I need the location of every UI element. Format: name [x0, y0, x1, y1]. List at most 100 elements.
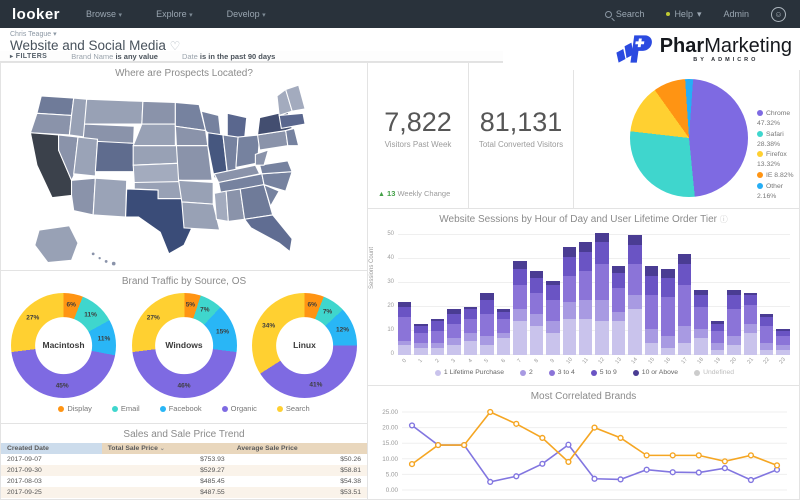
bar-segment[interactable]: [513, 268, 527, 286]
filter-brand-name[interactable]: Brand Name is any value: [71, 51, 158, 61]
bar-segment[interactable]: [677, 263, 692, 286]
legend-item-organic[interactable]: Organic: [221, 404, 257, 413]
legend-item-5-to-9[interactable]: 5 to 9: [590, 369, 617, 376]
data-point[interactable]: [617, 434, 624, 441]
bar-hour-22[interactable]: [759, 314, 774, 355]
bar-segment[interactable]: [611, 273, 626, 288]
bar-segment[interactable]: [644, 328, 659, 343]
state-CO[interactable]: [94, 140, 140, 173]
bar-segment[interactable]: [496, 333, 511, 339]
bar-segment[interactable]: [578, 299, 593, 319]
data-point[interactable]: [643, 452, 650, 459]
legend-item-chrome[interactable]: Chrome 47.32%: [757, 110, 791, 127]
legend-item-safari[interactable]: Safari 28.38%: [757, 130, 784, 148]
nav-menu-browse[interactable]: Browse ▾: [86, 9, 123, 19]
bar-segment[interactable]: [710, 331, 725, 344]
data-point[interactable]: [565, 458, 572, 466]
data-point[interactable]: [513, 473, 520, 480]
bar-segment[interactable]: [463, 333, 478, 341]
bar-segment[interactable]: [595, 232, 609, 243]
bar-segment[interactable]: [463, 307, 478, 310]
bar-segment[interactable]: [447, 314, 461, 324]
bar-hour-8[interactable]: [529, 271, 544, 355]
legend-item-2[interactable]: 2: [519, 369, 533, 376]
table-cell[interactable]: $54.38: [340, 478, 361, 485]
bar-segment[interactable]: [644, 343, 659, 355]
bar-segment[interactable]: [430, 321, 445, 332]
bar-segment[interactable]: [546, 333, 560, 355]
bar-segment[interactable]: [743, 323, 757, 334]
table-cell[interactable]: 2017-09-25: [1, 487, 102, 498]
column-header-average-sale-price[interactable]: Average Sale Price: [230, 443, 367, 454]
legend-item-email[interactable]: Email: [111, 404, 140, 413]
state-VA[interactable]: [259, 160, 293, 175]
bar-hour-14[interactable]: [628, 235, 642, 355]
bar-segment[interactable]: [447, 338, 461, 346]
bar-segment[interactable]: [430, 319, 445, 322]
bar-hour-13[interactable]: [611, 266, 626, 355]
state-WV[interactable]: [254, 149, 270, 166]
bar-segment[interactable]: [463, 340, 478, 355]
legend-item-1-lifetime-purchase[interactable]: 1 Lifetime Purchase: [434, 369, 504, 376]
bar-segment[interactable]: [759, 350, 774, 355]
bar-hour-10[interactable]: [562, 247, 576, 355]
data-point[interactable]: [643, 466, 650, 473]
bar-hour-21[interactable]: [743, 292, 757, 355]
bar-segment[interactable]: [513, 285, 527, 310]
bar-segment[interactable]: [644, 275, 659, 296]
bar-segment[interactable]: [677, 326, 692, 343]
bar-hour-16[interactable]: [661, 268, 675, 355]
bar-segment[interactable]: [776, 335, 790, 346]
admin-link[interactable]: Admin: [723, 9, 749, 19]
state-UT[interactable]: [73, 136, 99, 177]
bar-segment[interactable]: [578, 251, 593, 272]
bar-segment[interactable]: [447, 323, 461, 339]
state-ND[interactable]: [141, 100, 176, 125]
bar-segment[interactable]: [480, 314, 494, 336]
bar-hour-6[interactable]: [496, 309, 511, 355]
bar-segment[interactable]: [661, 347, 675, 355]
bar-segment[interactable]: [743, 333, 757, 355]
bar-segment[interactable]: [611, 311, 626, 322]
data-point[interactable]: [408, 422, 416, 429]
bar-segment[interactable]: [398, 340, 412, 346]
bar-segment[interactable]: [578, 242, 593, 252]
bar-hour-12[interactable]: [595, 232, 609, 355]
bar-segment[interactable]: [595, 321, 609, 355]
bar-segment[interactable]: [644, 266, 659, 276]
state-HI[interactable]: [97, 255, 102, 261]
bar-hour-5[interactable]: [480, 292, 494, 355]
bar-segment[interactable]: [529, 271, 544, 279]
data-point[interactable]: [747, 452, 755, 459]
state-NM[interactable]: [92, 177, 128, 218]
bar-hour-20[interactable]: [727, 290, 741, 355]
data-point[interactable]: [747, 476, 755, 484]
bar-segment[interactable]: [430, 331, 445, 344]
state-WA[interactable]: [36, 95, 75, 117]
donut-windows[interactable]: 5% 7% 15% 46% 27% Windows: [131, 293, 237, 398]
legend-item-ie[interactable]: IE 8.82%: [757, 171, 799, 181]
bar-segment[interactable]: [661, 278, 675, 298]
bar-hour-2[interactable]: [430, 319, 445, 355]
bar-segment[interactable]: [759, 326, 774, 344]
bar-segment[interactable]: [529, 292, 544, 315]
bar-segment[interactable]: [694, 290, 708, 296]
table-cell[interactable]: 2017-09-07: [7, 456, 42, 463]
bar-segment[interactable]: [496, 309, 511, 312]
state-OR[interactable]: [29, 112, 73, 136]
state-LA[interactable]: [181, 201, 221, 231]
bar-segment[interactable]: [710, 350, 725, 355]
bar-segment[interactable]: [463, 319, 478, 334]
search-button[interactable]: Search: [604, 9, 644, 19]
bar-segment[interactable]: [776, 328, 790, 332]
state-AZ[interactable]: [70, 177, 96, 216]
user-menu[interactable]: Chris Teague ▾: [10, 31, 57, 38]
data-point[interactable]: [721, 458, 728, 465]
bar-segment[interactable]: [759, 316, 774, 327]
bar-segment[interactable]: [414, 323, 428, 327]
bar-segment[interactable]: [480, 345, 494, 355]
data-point[interactable]: [669, 452, 676, 459]
bar-segment[interactable]: [661, 335, 675, 348]
state-MT[interactable]: [83, 98, 144, 125]
bar-segment[interactable]: [628, 309, 642, 355]
